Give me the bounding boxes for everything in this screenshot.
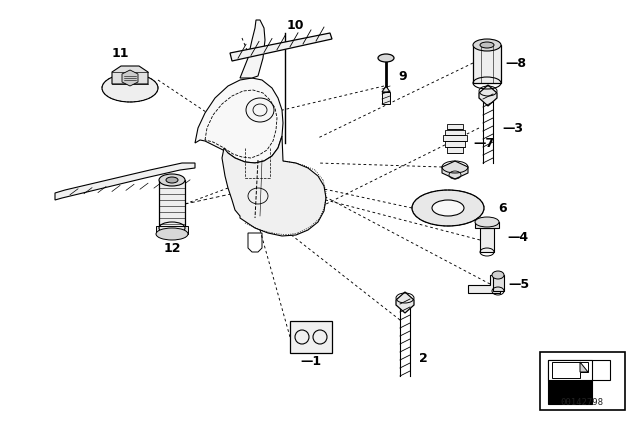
Polygon shape (548, 380, 592, 404)
Text: 12: 12 (163, 241, 180, 254)
Polygon shape (480, 228, 494, 252)
Polygon shape (55, 163, 195, 200)
Polygon shape (382, 92, 390, 104)
Ellipse shape (159, 174, 185, 186)
Text: —1: —1 (300, 354, 321, 367)
Polygon shape (230, 33, 332, 61)
Polygon shape (445, 130, 465, 135)
Ellipse shape (475, 217, 499, 227)
Polygon shape (447, 124, 463, 129)
Polygon shape (156, 226, 188, 234)
Ellipse shape (480, 42, 494, 48)
Polygon shape (442, 161, 468, 179)
Ellipse shape (102, 74, 158, 102)
Polygon shape (122, 70, 138, 86)
Polygon shape (479, 85, 497, 106)
Polygon shape (112, 66, 148, 84)
Polygon shape (473, 45, 501, 83)
Polygon shape (382, 86, 390, 92)
Text: 6: 6 (498, 202, 507, 215)
Polygon shape (447, 147, 463, 153)
Polygon shape (443, 135, 467, 141)
Ellipse shape (156, 228, 188, 240)
Ellipse shape (166, 177, 178, 183)
Ellipse shape (492, 271, 504, 279)
Polygon shape (468, 275, 500, 293)
Polygon shape (540, 352, 625, 410)
Polygon shape (222, 136, 326, 236)
Text: 00142798: 00142798 (561, 397, 604, 406)
Text: 9: 9 (398, 69, 406, 82)
Text: —7: —7 (473, 137, 494, 150)
Polygon shape (548, 360, 592, 380)
Ellipse shape (246, 98, 274, 122)
Polygon shape (552, 362, 588, 378)
Polygon shape (548, 360, 610, 380)
Polygon shape (493, 275, 504, 291)
Polygon shape (475, 222, 499, 228)
Polygon shape (445, 141, 465, 147)
Polygon shape (240, 20, 265, 78)
Polygon shape (396, 292, 414, 313)
Text: —8: —8 (505, 56, 526, 69)
Polygon shape (290, 321, 332, 353)
Polygon shape (159, 180, 185, 228)
Ellipse shape (412, 190, 484, 226)
Polygon shape (580, 362, 588, 372)
Text: 2: 2 (419, 352, 428, 365)
Text: —5: —5 (508, 277, 529, 290)
Ellipse shape (378, 54, 394, 62)
Polygon shape (195, 78, 283, 163)
Text: —3: —3 (502, 121, 523, 134)
Text: —4: —4 (507, 231, 528, 244)
Text: 10: 10 (286, 18, 304, 31)
Ellipse shape (473, 39, 501, 51)
Ellipse shape (432, 200, 464, 216)
Text: 11: 11 (111, 47, 129, 60)
